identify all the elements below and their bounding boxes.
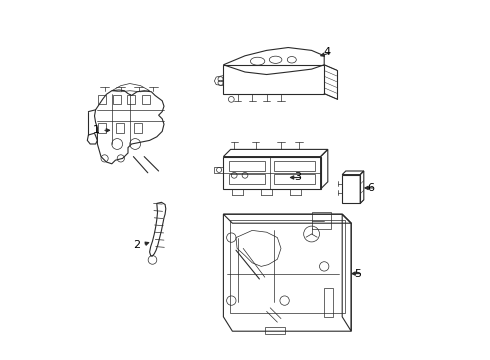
Text: 5: 5 [354, 269, 361, 279]
Bar [223, 157, 320, 189]
Text: 6: 6 [367, 183, 374, 193]
Bar [113, 95, 121, 104]
Bar [229, 161, 265, 171]
Bar [312, 212, 331, 229]
Bar [274, 161, 315, 171]
Bar [134, 123, 143, 133]
Bar [265, 327, 285, 334]
Text: 2: 2 [133, 240, 141, 250]
Text: 3: 3 [294, 172, 301, 183]
Text: 1: 1 [93, 125, 100, 135]
Bar [342, 175, 360, 203]
Bar [229, 174, 265, 184]
Bar [274, 174, 315, 184]
Bar [142, 95, 149, 104]
Bar [127, 95, 135, 104]
Bar [98, 95, 106, 104]
Text: 4: 4 [323, 47, 331, 57]
Bar [117, 123, 124, 133]
Bar [98, 123, 106, 133]
